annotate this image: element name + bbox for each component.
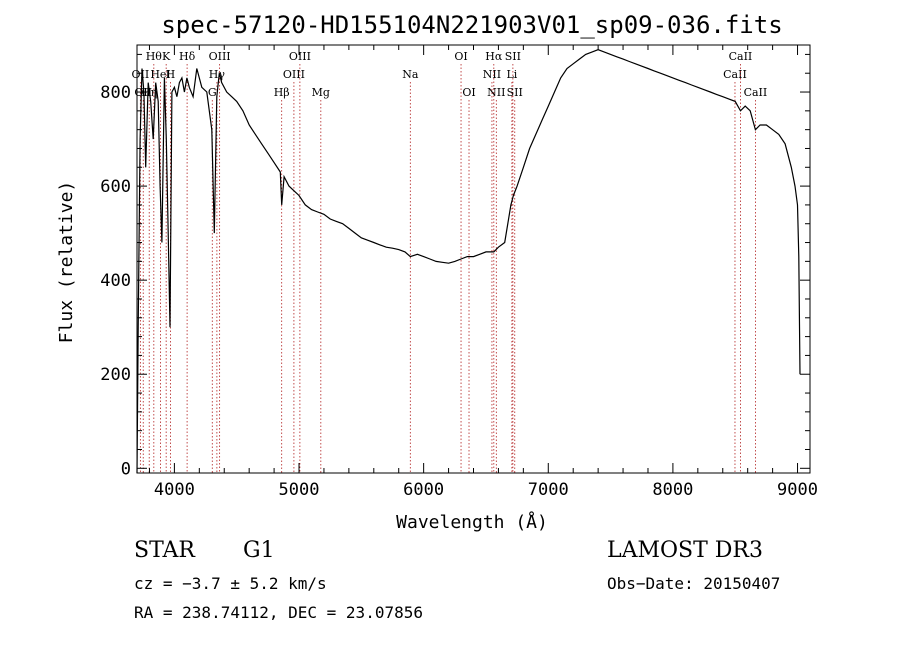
survey-name: LAMOST DR3 xyxy=(607,538,763,563)
marker-label: HeI xyxy=(150,68,170,81)
marker-label: NII xyxy=(483,68,501,81)
chart-title: spec-57120-HD155104N221903V01_sp09-036.f… xyxy=(161,11,782,39)
marker-label: Hδ xyxy=(179,50,196,63)
marker-label: Li xyxy=(506,68,517,81)
marker-label: K xyxy=(162,50,171,63)
x-tick-label: 9000 xyxy=(777,480,818,500)
marker-label: NII xyxy=(487,86,505,99)
redshift-cz: cz = −3.7 ± 5.2 km/s xyxy=(134,574,327,593)
marker-label: OII xyxy=(132,68,150,81)
marker-label: G xyxy=(208,86,217,99)
marker-label: OI xyxy=(454,50,467,63)
marker-label: Hγ xyxy=(209,68,226,81)
marker-label: OIII xyxy=(209,50,231,63)
marker-label: Hβ xyxy=(274,86,290,99)
marker-label: Na xyxy=(402,68,419,81)
object-subclass: G1 xyxy=(243,538,275,563)
object-class: STAR xyxy=(134,538,195,563)
marker-label: Hα xyxy=(485,50,503,63)
marker-label: OI xyxy=(462,86,475,99)
marker-label: OIII xyxy=(289,50,311,63)
x-tick-label: 5000 xyxy=(279,480,320,500)
spectrum-line xyxy=(136,49,801,474)
ra-dec: RA = 238.74112, DEC = 23.07856 xyxy=(134,603,423,622)
spectrum-series xyxy=(136,49,801,474)
marker-label: SII xyxy=(507,86,523,99)
plot-frame xyxy=(136,44,811,474)
y-axis: 0 200 400 600 800 xyxy=(100,53,810,479)
marker-label: CaII xyxy=(729,50,753,63)
y-tick-label: 400 xyxy=(100,271,131,291)
marker-label: CaII xyxy=(744,86,768,99)
marker-label: Hθ xyxy=(146,50,163,63)
x-axis-label: Wavelength (Å) xyxy=(396,511,548,533)
spectral-line-markers: OIIOIIHηHθHeIKHHδGHγOIIIHβOIIIOIIIMgNaOI… xyxy=(132,50,768,473)
y-tick-label: 200 xyxy=(100,365,131,385)
marker-label: CaII xyxy=(723,68,747,81)
marker-label: SII xyxy=(505,50,521,63)
marker-label: H xyxy=(166,68,176,81)
y-tick-label: 600 xyxy=(100,177,131,197)
marker-label: Mg xyxy=(312,86,330,99)
observation-date: Obs−Date: 20150407 xyxy=(607,574,781,593)
marker-label: OIII xyxy=(283,68,305,81)
y-tick-label: 800 xyxy=(100,83,131,103)
x-tick-label: 6000 xyxy=(403,480,444,500)
x-tick-label: 4000 xyxy=(154,480,195,500)
x-tick-label: 8000 xyxy=(652,480,693,500)
y-tick-label: 0 xyxy=(121,459,131,479)
x-tick-label: 7000 xyxy=(528,480,569,500)
x-axis: 4000 5000 6000 7000 8000 9000 xyxy=(148,45,818,500)
y-axis-label: Flux (relative) xyxy=(56,181,77,344)
